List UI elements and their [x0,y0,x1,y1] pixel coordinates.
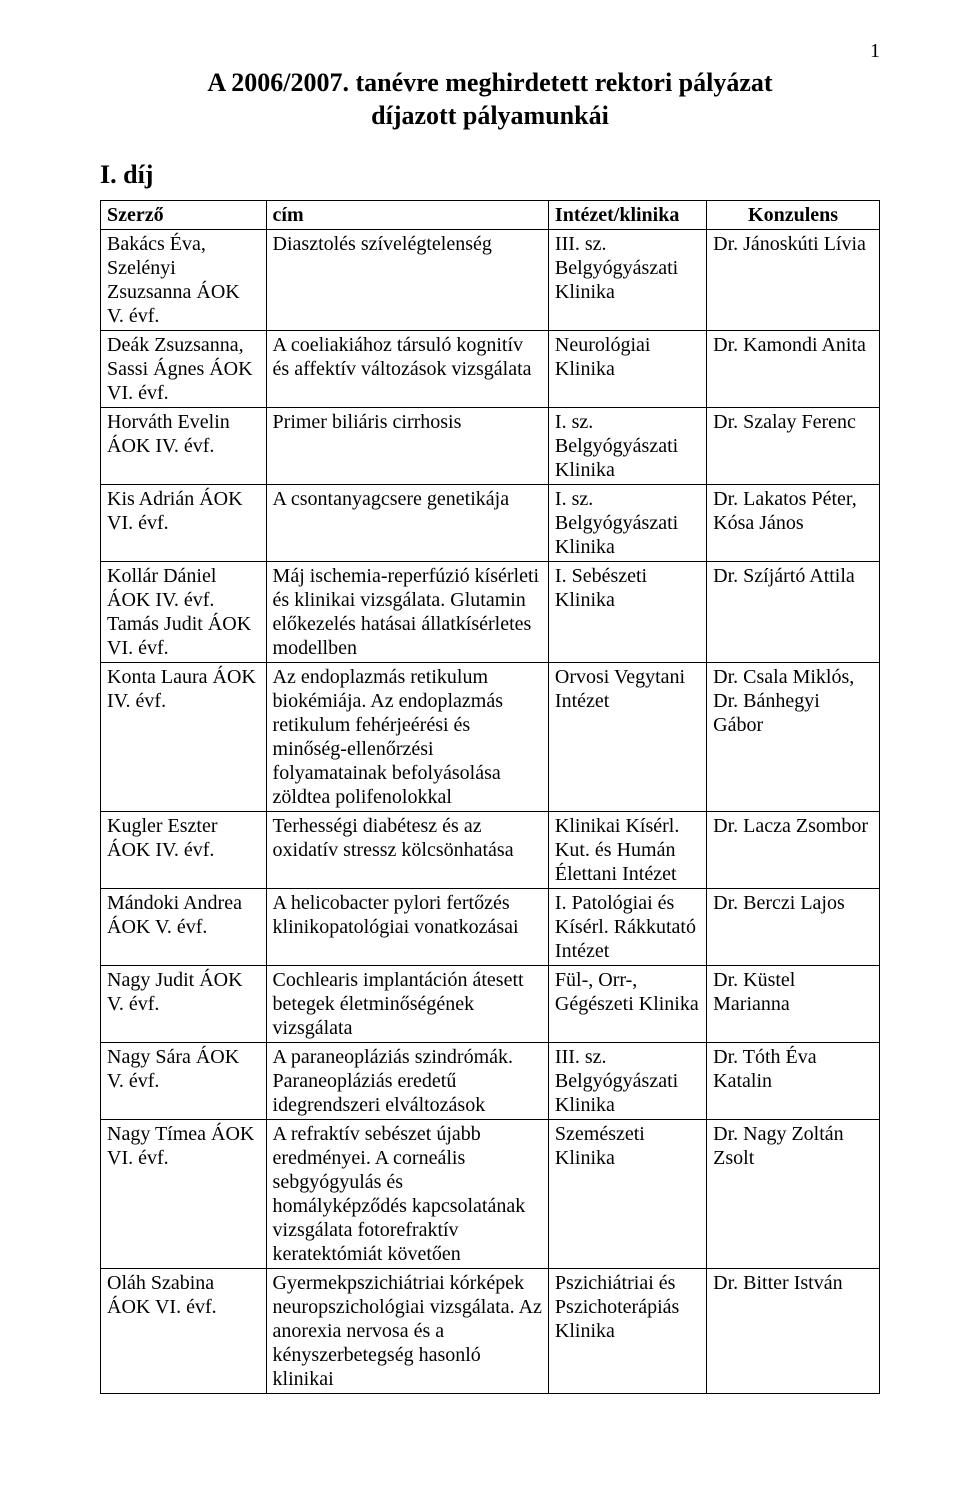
cell-author: Kugler Eszter ÁOK IV. évf. [101,812,267,889]
cell-institute: Pszichiátriai és Pszichoterápiás Klinika [548,1269,706,1394]
table-header-row: Szerző cím Intézet/klinika Konzulens [101,201,880,230]
col-header-consultant: Konzulens [707,201,880,230]
page-number: 1 [100,40,880,63]
cell-title: Máj ischemia-reperfúzió kísérleti és kli… [266,562,548,663]
cell-title: Cochlearis implantáción átesett betegek … [266,966,548,1043]
cell-author: Oláh Szabina ÁOK VI. évf. [101,1269,267,1394]
cell-title: Diasztolés szívelégtelenség [266,230,548,331]
cell-author: Deák Zsuzsanna, Sassi Ágnes ÁOK VI. évf. [101,331,267,408]
cell-consultant: Dr. Csala Miklós, Dr. Bánhegyi Gábor [707,663,880,812]
cell-author: Mándoki Andrea ÁOK V. évf. [101,889,267,966]
cell-title: Terhességi diabétesz és az oxidatív stre… [266,812,548,889]
table-row: Nagy Tímea ÁOK VI. évf.A refraktív sebés… [101,1120,880,1269]
cell-institute: Neurológiai Klinika [548,331,706,408]
cell-title: A csontanyagcsere genetikája [266,485,548,562]
table-row: Kugler Eszter ÁOK IV. évf.Terhességi dia… [101,812,880,889]
cell-title: Az endoplazmás retikulum biokémiája. Az … [266,663,548,812]
cell-consultant: Dr. Lacza Zsombor [707,812,880,889]
cell-consultant: Dr. Küstel Marianna [707,966,880,1043]
cell-institute: Fül-, Orr-, Gégészeti Klinika [548,966,706,1043]
cell-title: A paraneopláziás szindrómák. Paraneopláz… [266,1043,548,1120]
cell-consultant: Dr. Kamondi Anita [707,331,880,408]
cell-author: Nagy Sára ÁOK V. évf. [101,1043,267,1120]
cell-author: Bakács Éva, Szelényi Zsuzsanna ÁOK V. év… [101,230,267,331]
table-row: Nagy Judit ÁOK V. évf.Cochlearis implant… [101,966,880,1043]
title-line-2: díjazott pályamunkái [371,101,609,130]
cell-author: Nagy Tímea ÁOK VI. évf. [101,1120,267,1269]
cell-consultant: Dr. Nagy Zoltán Zsolt [707,1120,880,1269]
col-header-author: Szerző [101,201,267,230]
cell-author: Kis Adrián ÁOK VI. évf. [101,485,267,562]
cell-title: A refraktív sebészet újabb eredményei. A… [266,1120,548,1269]
cell-author: Kollár Dániel ÁOK IV. évf. Tamás Judit Á… [101,562,267,663]
cell-consultant: Dr. Berczi Lajos [707,889,880,966]
section-heading: I. díj [100,160,880,190]
cell-title: Gyermekpszichiátriai kórképek neuropszic… [266,1269,548,1394]
cell-institute: Orvosi Vegytani Intézet [548,663,706,812]
cell-consultant: Dr. Bitter István [707,1269,880,1394]
cell-author: Konta Laura ÁOK IV. évf. [101,663,267,812]
cell-institute: III. sz. Belgyógyászati Klinika [548,1043,706,1120]
table-row: Oláh Szabina ÁOK VI. évf.Gyermekpszichiá… [101,1269,880,1394]
cell-institute: Szemészeti Klinika [548,1120,706,1269]
cell-institute: I. Patológiai és Kísérl. Rákkutató Intéz… [548,889,706,966]
cell-author: Nagy Judit ÁOK V. évf. [101,966,267,1043]
table-row: Deák Zsuzsanna, Sassi Ágnes ÁOK VI. évf.… [101,331,880,408]
cell-institute: I. Sebészeti Klinika [548,562,706,663]
cell-author: Horváth Evelin ÁOK IV. évf. [101,408,267,485]
cell-consultant: Dr. Tóth Éva Katalin [707,1043,880,1120]
table-row: Kollár Dániel ÁOK IV. évf. Tamás Judit Á… [101,562,880,663]
cell-institute: Klinikai Kísérl. Kut. és Humán Élettani … [548,812,706,889]
cell-institute: I. sz. Belgyógyászati Klinika [548,485,706,562]
cell-consultant: Dr. Szíjártó Attila [707,562,880,663]
col-header-title: cím [266,201,548,230]
cell-consultant: Dr. Szalay Ferenc [707,408,880,485]
cell-title: Primer biliáris cirrhosis [266,408,548,485]
cell-consultant: Dr. Lakatos Péter, Kósa János [707,485,880,562]
table-row: Nagy Sára ÁOK V. évf.A paraneopláziás sz… [101,1043,880,1120]
table-row: Kis Adrián ÁOK VI. évf.A csontanyagcsere… [101,485,880,562]
table-row: Konta Laura ÁOK IV. évf.Az endoplazmás r… [101,663,880,812]
cell-consultant: Dr. Jánoskúti Lívia [707,230,880,331]
awards-table: Szerző cím Intézet/klinika Konzulens Bak… [100,200,880,1394]
table-row: Bakács Éva, Szelényi Zsuzsanna ÁOK V. év… [101,230,880,331]
table-row: Mándoki Andrea ÁOK V. évf.A helicobacter… [101,889,880,966]
cell-title: A coeliakiához társuló kognitív és affek… [266,331,548,408]
cell-institute: III. sz. Belgyógyászati Klinika [548,230,706,331]
cell-institute: I. sz. Belgyógyászati Klinika [548,408,706,485]
title-line-1: A 2006/2007. tanévre meghirdetett rektor… [207,68,772,97]
col-header-institute: Intézet/klinika [548,201,706,230]
cell-title: A helicobacter pylori fertőzés klinikopa… [266,889,548,966]
page-title: A 2006/2007. tanévre meghirdetett rektor… [100,67,880,132]
table-row: Horváth Evelin ÁOK IV. évf.Primer biliár… [101,408,880,485]
